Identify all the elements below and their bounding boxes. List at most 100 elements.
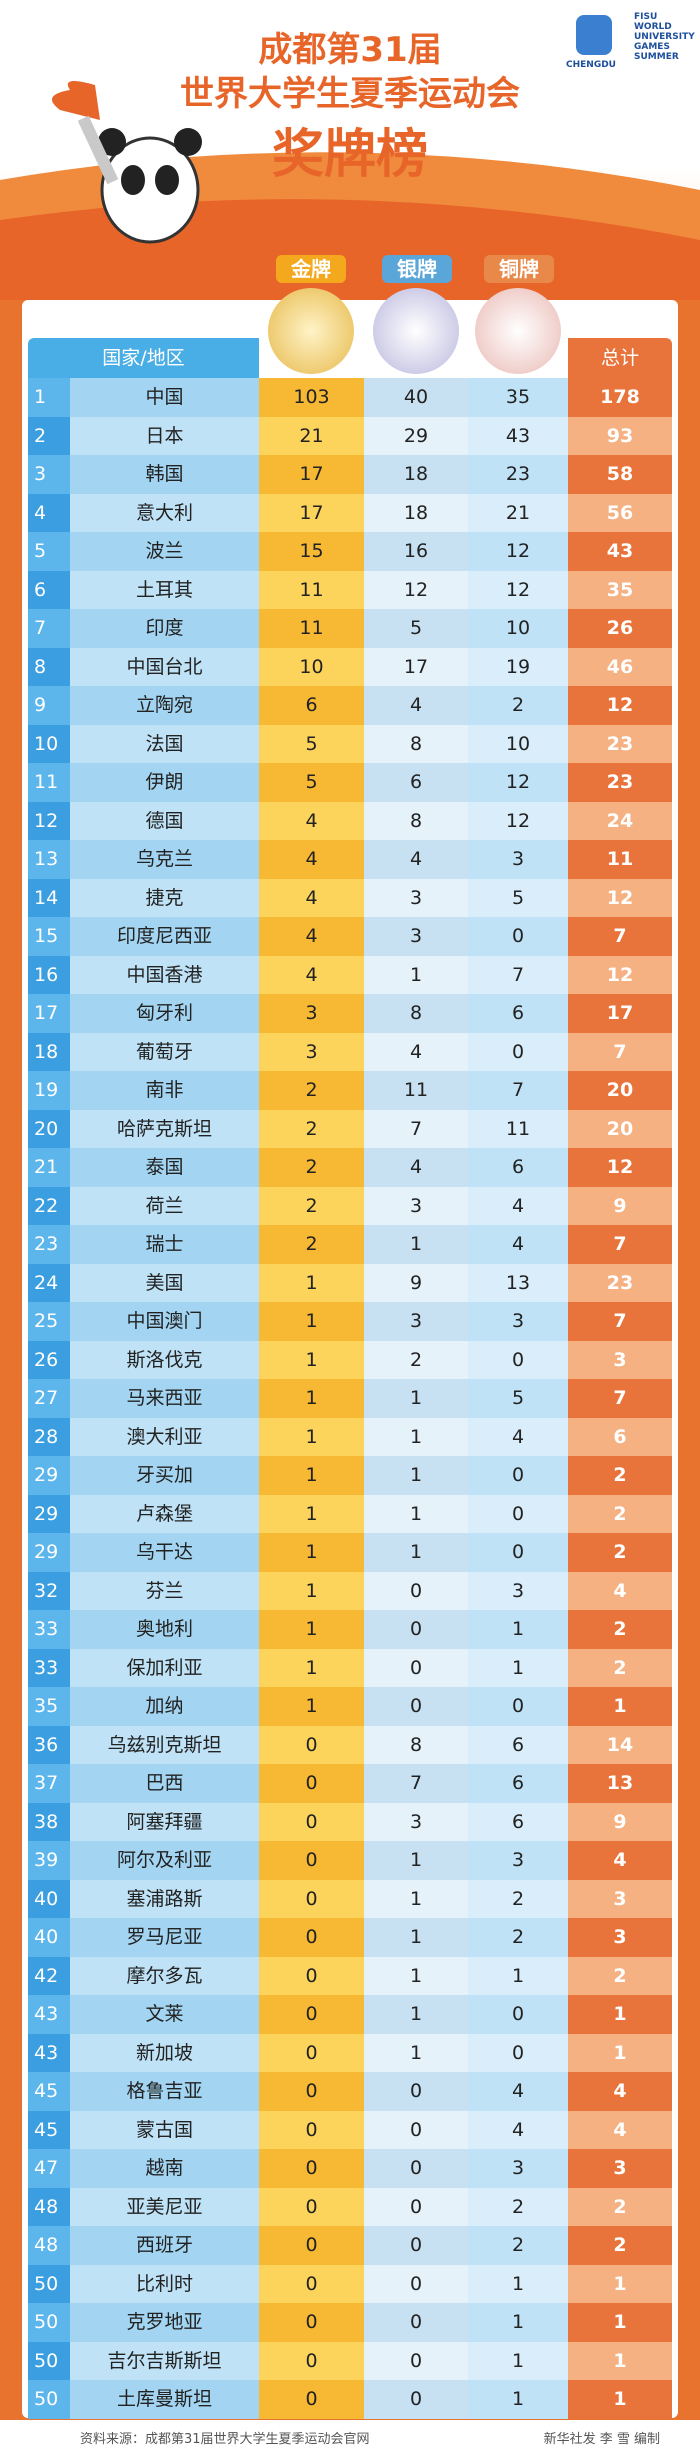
total-cell: 20 xyxy=(568,1071,672,1110)
total-cell: 23 xyxy=(568,1263,672,1302)
silver-cell: 1 xyxy=(364,1417,468,1456)
country-cell: 瑞士 xyxy=(70,1225,259,1264)
total-cell: 9 xyxy=(568,1802,672,1841)
silver-cell: 0 xyxy=(364,2380,468,2419)
rank-cell: 18 xyxy=(28,1032,70,1071)
gold-cell: 1 xyxy=(259,1494,364,1533)
title: 奖牌榜 xyxy=(271,125,428,185)
total-cell: 14 xyxy=(568,1725,672,1764)
country-cell: 巴西 xyxy=(70,1764,259,1803)
total-cell: 43 xyxy=(568,532,672,571)
bronze-cell: 4 xyxy=(468,1225,568,1264)
country-cell: 美国 xyxy=(70,1263,259,1302)
gold-cell: 1 xyxy=(259,1648,364,1687)
bronze-cell: 7 xyxy=(468,955,568,994)
silver-cell: 1 xyxy=(364,2033,468,2072)
rank-cell: 48 xyxy=(28,2226,70,2265)
country-cell: 阿塞拜疆 xyxy=(70,1802,259,1841)
rank-cell: 47 xyxy=(28,2149,70,2188)
gold-cell: 0 xyxy=(259,2072,364,2111)
gold-cell: 0 xyxy=(259,2303,364,2342)
rank-cell: 22 xyxy=(28,1186,70,1225)
gold-cell: 4 xyxy=(259,917,364,956)
silver-cell: 11 xyxy=(364,1071,468,1110)
total-cell: 7 xyxy=(568,1379,672,1418)
silver-cell: 1 xyxy=(364,1533,468,1572)
gold-cell: 3 xyxy=(259,1032,364,1071)
logo-text: CHENGDU xyxy=(566,60,616,70)
rank-cell: 29 xyxy=(28,1533,70,1572)
bronze-cell: 0 xyxy=(468,1995,568,2034)
gold-cell: 0 xyxy=(259,2380,364,2419)
gold-cell: 0 xyxy=(259,1918,364,1957)
country-cell: 中国台北 xyxy=(70,647,259,686)
silver-cell: 1 xyxy=(364,1494,468,1533)
total-cell: 7 xyxy=(568,1225,672,1264)
silver-cell: 0 xyxy=(364,2264,468,2303)
silver-cell: 18 xyxy=(364,455,468,494)
country-cell: 保加利亚 xyxy=(70,1648,259,1687)
total-cell: 20 xyxy=(568,1109,672,1148)
silver-cell: 0 xyxy=(364,2110,468,2149)
gold-cell: 2 xyxy=(259,1071,364,1110)
country-cell: 中国香港 xyxy=(70,955,259,994)
bronze-cell: 1 xyxy=(468,1610,568,1649)
bronze-cell: 19 xyxy=(468,647,568,686)
silver-cell: 3 xyxy=(364,878,468,917)
gold-cell: 2 xyxy=(259,1109,364,1148)
total-cell: 6 xyxy=(568,1417,672,1456)
total-cell: 23 xyxy=(568,763,672,802)
country-cell: 新加坡 xyxy=(70,2033,259,2072)
country-cell: 意大利 xyxy=(70,493,259,532)
silver-medal xyxy=(373,288,459,374)
total-cell: 26 xyxy=(568,609,672,648)
country-cell: 捷克 xyxy=(70,878,259,917)
rank-cell: 13 xyxy=(28,840,70,879)
bronze-cell: 12 xyxy=(468,570,568,609)
bronze-cell: 3 xyxy=(468,1841,568,1880)
column-header: 总计 xyxy=(568,338,672,378)
medal-label: 铜牌 xyxy=(484,255,554,283)
rank-cell: 29 xyxy=(28,1456,70,1495)
silver-cell: 1 xyxy=(364,1379,468,1418)
gold-cell: 1 xyxy=(259,1263,364,1302)
total-cell: 56 xyxy=(568,493,672,532)
rank-cell: 45 xyxy=(28,2110,70,2149)
country-cell: 伊朗 xyxy=(70,763,259,802)
country-cell: 中国 xyxy=(70,378,259,417)
rank-cell: 38 xyxy=(28,1802,70,1841)
total-cell: 58 xyxy=(568,455,672,494)
silver-cell: 1 xyxy=(364,1225,468,1264)
silver-cell: 7 xyxy=(364,1109,468,1148)
torch-flame xyxy=(52,81,100,120)
silver-cell: 40 xyxy=(364,378,468,417)
total-cell: 1 xyxy=(568,2033,672,2072)
total-cell: 1 xyxy=(568,2380,672,2419)
silver-cell: 1 xyxy=(364,1841,468,1880)
bronze-cell: 0 xyxy=(468,917,568,956)
total-cell: 1 xyxy=(568,1687,672,1726)
country-cell: 乌克兰 xyxy=(70,840,259,879)
silver-cell: 1 xyxy=(364,1995,468,2034)
total-cell: 35 xyxy=(568,570,672,609)
country-cell: 亚美尼亚 xyxy=(70,2187,259,2226)
rank-cell: 15 xyxy=(28,917,70,956)
country-cell: 中国澳门 xyxy=(70,1302,259,1341)
gold-cell: 0 xyxy=(259,2341,364,2380)
country-cell: 格鲁吉亚 xyxy=(70,2072,259,2111)
gold-cell: 2 xyxy=(259,1225,364,1264)
silver-cell: 9 xyxy=(364,1263,468,1302)
country-cell: 奥地利 xyxy=(70,1610,259,1649)
silver-cell: 1 xyxy=(364,1879,468,1918)
total-cell: 1 xyxy=(568,2264,672,2303)
country-cell: 澳大利亚 xyxy=(70,1417,259,1456)
rank-cell: 35 xyxy=(28,1687,70,1726)
total-cell: 9 xyxy=(568,1186,672,1225)
rank-cell: 33 xyxy=(28,1648,70,1687)
bronze-cell: 10 xyxy=(468,724,568,763)
bronze-cell: 21 xyxy=(468,493,568,532)
rank-cell: 5 xyxy=(28,532,70,571)
country-cell: 牙买加 xyxy=(70,1456,259,1495)
bronze-cell: 12 xyxy=(468,532,568,571)
